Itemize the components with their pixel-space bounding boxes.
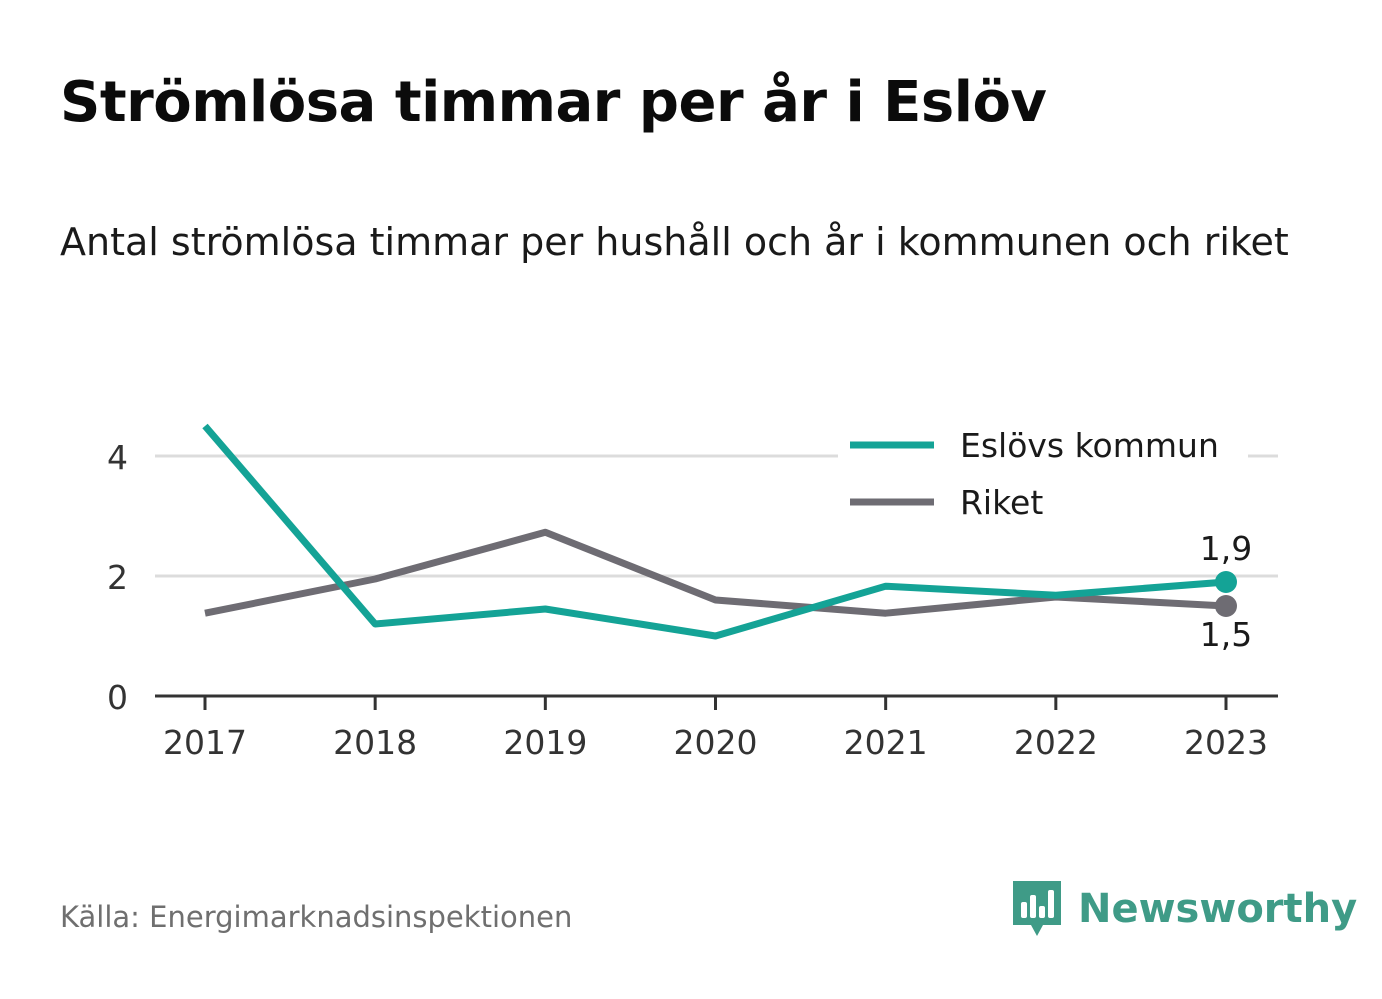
source-note: Källa: Energimarknadsinspektionen — [60, 900, 573, 934]
end-value-label: 1,5 — [1200, 615, 1252, 654]
x-tick-label: 2018 — [333, 723, 417, 762]
x-tick-label: 2017 — [163, 723, 247, 762]
y-tick-label: 0 — [107, 678, 128, 717]
chart-title: Strömlösa timmar per år i Eslöv — [60, 70, 1047, 135]
x-tick-label: 2021 — [844, 723, 928, 762]
legend: Eslövs kommun Riket — [838, 418, 1248, 528]
brand-logo: Newsworthy — [1010, 878, 1357, 940]
newsworthy-logo-icon — [1013, 881, 1061, 936]
y-tick-label: 2 — [107, 558, 128, 597]
series-line-eslov — [202, 423, 1227, 640]
end-labels: 1,9 1,5 — [1200, 529, 1252, 654]
chart-subtitle: Antal strömlösa timmar per hushåll och å… — [60, 220, 1289, 264]
legend-background — [838, 418, 1248, 528]
x-tick-label: 2019 — [503, 723, 587, 762]
brand-name: Newsworthy — [1078, 886, 1358, 932]
series-endpoint-riket — [1215, 595, 1237, 617]
series-endpoint-eslov — [1215, 571, 1237, 593]
series-lines — [202, 423, 1237, 640]
end-value-label: 1,9 — [1200, 529, 1252, 568]
x-tick-label: 2022 — [1014, 723, 1098, 762]
x-axis-ticks: 2017 2018 2019 2020 2021 2022 2023 — [163, 696, 1268, 762]
x-tick-label: 2020 — [674, 723, 758, 762]
x-tick-label: 2023 — [1184, 723, 1268, 762]
legend-label: Riket — [960, 483, 1043, 522]
y-tick-label: 4 — [107, 438, 128, 477]
legend-label: Eslövs kommun — [960, 426, 1219, 465]
y-axis-ticks: 0 2 4 — [107, 438, 128, 717]
